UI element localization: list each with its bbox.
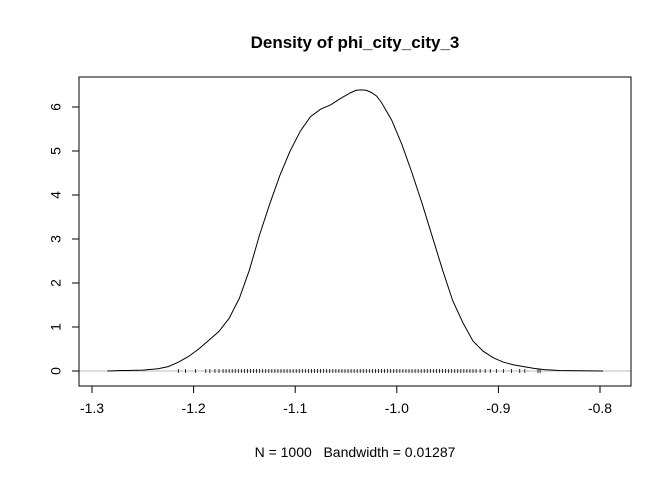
rug-layer	[177, 369, 541, 373]
y-tick-label: 4	[48, 191, 64, 199]
x-tick-label: -1.2	[182, 400, 206, 416]
y-tick-label: 2	[48, 279, 64, 287]
x-tick-label: -1.1	[283, 400, 307, 416]
x-tick-label: -1.0	[385, 400, 409, 416]
x-axis-label: N = 1000 Bandwidth = 0.01287	[255, 444, 456, 460]
y-tick-label: 0	[48, 367, 64, 375]
y-tick-label: 3	[48, 235, 64, 243]
plot-area-border	[78, 76, 632, 387]
curve-layer	[107, 89, 604, 372]
chart-title: Density of phi_city_city_3	[251, 33, 460, 52]
y-tick-label: 6	[48, 103, 64, 111]
density-curve	[107, 89, 604, 372]
x-axis: -1.3 -1.2 -1.1 -1.0 -0.9 -0.8	[80, 385, 612, 416]
y-tick-label: 1	[48, 323, 64, 331]
x-tick-label: -0.9	[486, 400, 510, 416]
y-tick-label: 5	[48, 147, 64, 155]
x-tick-label: -0.8	[588, 400, 612, 416]
y-axis: 0 1 2 3 4 5 6	[48, 103, 80, 375]
x-tick-label: -1.3	[80, 400, 104, 416]
